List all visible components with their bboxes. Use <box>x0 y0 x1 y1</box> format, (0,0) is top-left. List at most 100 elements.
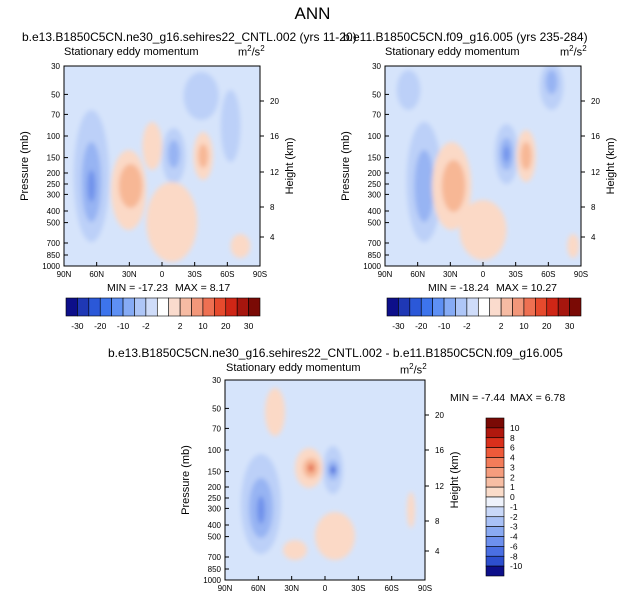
x-tick-label: 90S <box>574 270 588 279</box>
y-tick-label: 150 <box>368 154 382 163</box>
y-tick-label: 300 <box>368 190 382 199</box>
panel1-units: m2/s2 <box>238 44 265 59</box>
height-tick-label: 8 <box>591 203 596 212</box>
main-title: ANN <box>294 4 331 23</box>
colorbar-box <box>432 297 445 317</box>
y-tick-label: 1000 <box>203 576 221 585</box>
height-tick-label: 20 <box>591 97 600 106</box>
colorbar-box <box>485 467 505 478</box>
colorbar-box <box>398 297 411 317</box>
colorbar-box <box>179 297 192 317</box>
colorbar-box <box>65 297 78 317</box>
contour-field <box>225 380 425 580</box>
colorbar-box <box>248 297 261 317</box>
panel3-title: b.e13.B1850C5CN.ne30_g16.sehires22_CNTL.… <box>108 346 563 360</box>
x-tick-label: 60S <box>385 584 399 593</box>
y-tick-label: 50 <box>372 90 381 99</box>
colorbar-box <box>477 297 491 317</box>
contour-region <box>283 540 307 560</box>
colorbar-box <box>557 297 570 317</box>
y-tick-label: 300 <box>208 504 222 513</box>
x-tick-label: 60S <box>220 270 234 279</box>
height-tick-label: 16 <box>270 132 279 141</box>
colorbar-box <box>191 297 204 317</box>
colorbar-box <box>485 447 505 458</box>
colorbar-box <box>485 496 505 508</box>
height-tick-label: 4 <box>270 233 275 242</box>
y-axis-title: Pressure (mb) <box>340 131 352 201</box>
y-tick-label: 700 <box>208 553 222 562</box>
colorbar-label: -2 <box>463 321 471 331</box>
colorbar-label: 2 <box>178 321 183 331</box>
colorbar-box <box>122 297 135 317</box>
y-tick-label: 200 <box>47 169 61 178</box>
height-tick-label: 8 <box>435 517 440 526</box>
colorbar-box <box>214 297 227 317</box>
panel3-max: MAX = 6.78 <box>510 392 566 404</box>
colorbar-box <box>485 555 505 567</box>
colorbar-label: 6 <box>510 443 515 453</box>
y-tick-label: 30 <box>372 62 381 71</box>
x-tick-label: 90N <box>218 584 233 593</box>
x-tick-label: 30N <box>284 584 299 593</box>
contour-region <box>396 70 421 110</box>
colorbar-box <box>88 297 101 317</box>
colorbar-box <box>569 297 582 317</box>
x-tick-label: 30S <box>188 270 202 279</box>
colorbar-label: -20 <box>94 321 107 331</box>
y-tick-label: 70 <box>212 424 221 433</box>
colorbar-box <box>99 297 112 317</box>
y-axis-title: Pressure (mb) <box>180 445 192 515</box>
height-tick-label: 16 <box>435 446 444 455</box>
colorbar-box <box>489 297 502 317</box>
y-tick-label: 200 <box>208 483 222 492</box>
panel-1: 90N 60N 30N 0 30S 60S 90S 30 50 70 100 150 200 250300… <box>19 62 296 279</box>
panel-3: 90N 60N 30N 0 30S 60S 90S 30 50 70 100 150 200 250300… <box>180 376 461 593</box>
height-tick-label: 12 <box>591 168 600 177</box>
y-tick-label: 500 <box>368 219 382 228</box>
colorbar-box <box>485 486 505 498</box>
panel2-title: b.e11.B1850C5CN.f09_g16.005 (yrs 235-284… <box>343 30 588 44</box>
contour-field <box>64 66 260 266</box>
contour-region <box>308 464 314 472</box>
colorbar-label: -4 <box>510 532 518 542</box>
contour-region <box>545 70 558 94</box>
colorbar-label: -8 <box>510 551 518 561</box>
colorbar-label: 4 <box>510 453 515 463</box>
contour-region <box>118 164 143 208</box>
y-tick-label: 100 <box>208 446 222 455</box>
colorbar-box <box>202 297 215 317</box>
height-tick-label: 12 <box>270 168 279 177</box>
y-tick-label: 850 <box>368 251 382 260</box>
contour-region <box>520 142 532 170</box>
colorbar-label: 10 <box>510 423 520 433</box>
colorbar-box <box>485 476 505 488</box>
colorbar-box <box>546 297 559 317</box>
colorbar-label: 8 <box>510 433 515 443</box>
x-tick-label: 60N <box>410 270 425 279</box>
panel1-max: MAX = 8.17 <box>175 282 231 294</box>
colorbar-box <box>500 297 513 317</box>
colorbar-label: -30 <box>71 321 84 331</box>
contour-region <box>414 150 435 222</box>
panel1-min: MIN = -17.23 <box>107 282 168 294</box>
x-tick-label: 60N <box>89 270 104 279</box>
colorbar-label: -30 <box>392 321 405 331</box>
y-tick-label: 250 <box>368 180 382 189</box>
panel3-min: MIN = -7.44 <box>450 392 506 404</box>
colorbar-box <box>409 297 422 317</box>
colorbar-label: -10 <box>510 561 523 571</box>
y-tick-label: 100 <box>368 132 382 141</box>
y-tick-label: 200 <box>368 169 382 178</box>
colorbar-box <box>236 297 249 317</box>
colorbar-box <box>455 297 468 317</box>
colorbar-label: -6 <box>510 541 518 551</box>
y-tick-label: 100 <box>47 132 61 141</box>
colorbar-box <box>466 297 479 317</box>
colorbar-label: -2 <box>142 321 150 331</box>
colorbar-box <box>485 457 505 468</box>
contour-blobs <box>241 388 415 560</box>
colorbar-label: 2 <box>499 321 504 331</box>
colorbar-right: -30 -20 -10 -2 2 10 20 30 <box>386 297 582 331</box>
y-axis-title-right: Height (km) <box>284 138 296 195</box>
